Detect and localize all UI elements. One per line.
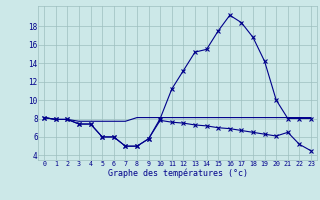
X-axis label: Graphe des températures (°c): Graphe des températures (°c) [108,168,248,178]
